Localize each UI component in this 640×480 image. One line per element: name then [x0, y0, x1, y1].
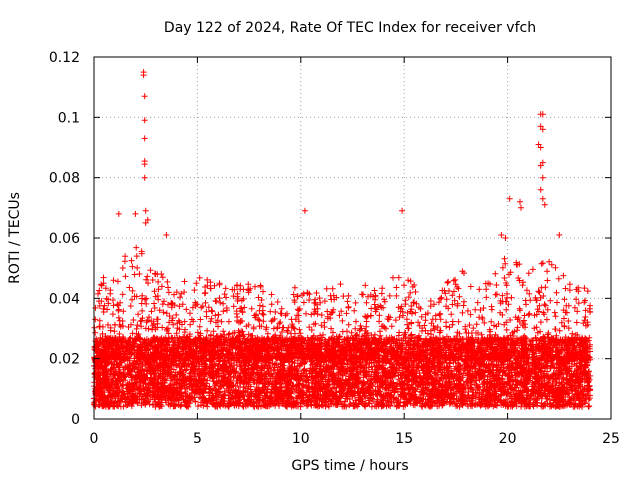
- x-tick-label: 25: [602, 431, 620, 447]
- y-tick-label: 0: [71, 412, 80, 428]
- y-tick-label: 0.12: [49, 50, 80, 66]
- x-tick-label: 15: [395, 431, 413, 447]
- y-tick-label: 0.04: [49, 291, 80, 307]
- scatter-plus-markers: [91, 69, 594, 410]
- x-axis-ticks: 0 5 10 15 20 25: [90, 57, 620, 447]
- y-tick-label: 0.06: [49, 231, 80, 247]
- y-tick-label: 0.02: [49, 352, 80, 368]
- x-axis-label: GPS time / hours: [291, 458, 408, 474]
- chart-title: Day 122 of 2024, Rate Of TEC Index for r…: [164, 20, 536, 36]
- x-tick-label: 10: [292, 431, 310, 447]
- y-tick-label: 0.1: [58, 110, 80, 126]
- y-tick-label: 0.08: [49, 171, 80, 187]
- x-tick-label: 0: [90, 431, 99, 447]
- x-tick-label: 20: [499, 431, 517, 447]
- y-axis-label: ROTI / TECUs: [7, 192, 23, 284]
- y-axis-ticks: 0 0.02 0.04 0.06 0.08 0.1 0.12: [49, 50, 611, 428]
- x-tick-label: 5: [193, 431, 202, 447]
- data-points: [91, 69, 594, 410]
